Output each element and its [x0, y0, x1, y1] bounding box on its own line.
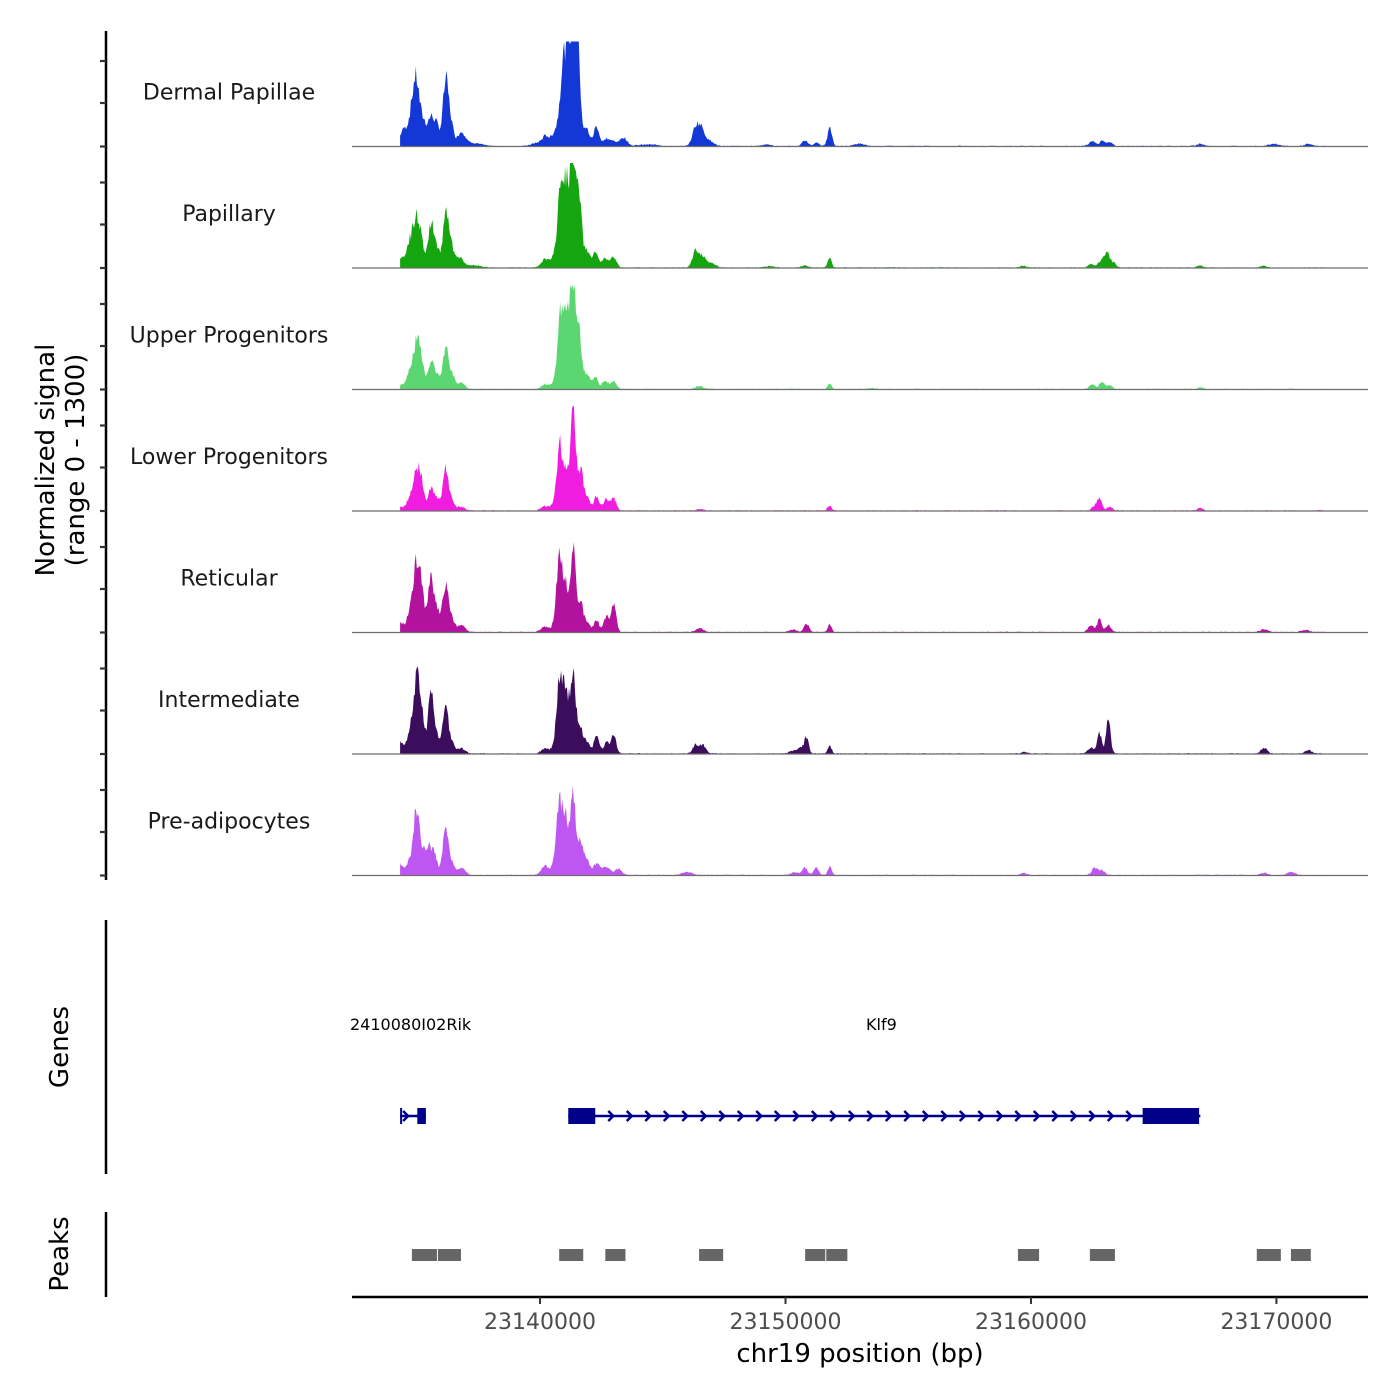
y-axis-title: Normalized signal (range 0 - 1300): [31, 344, 91, 577]
signal-area-lower-progenitors: [400, 406, 1326, 511]
peak-region: [411, 1249, 437, 1261]
peak-region: [559, 1249, 584, 1261]
strand-arrow-icon: [1125, 1110, 1134, 1122]
peak-region: [1089, 1249, 1115, 1261]
peak-region: [605, 1249, 626, 1261]
x-tick-label: 23140000: [484, 1310, 596, 1335]
strand-arrow-icon: [644, 1110, 653, 1122]
signal-area-pre-adipocytes: [400, 785, 1326, 876]
track-lower-progenitors: Lower Progenitors: [130, 406, 1368, 512]
peak-region: [1290, 1249, 1311, 1261]
genes-track-title: Genes: [45, 1006, 75, 1088]
strand-arrow-icon: [755, 1110, 764, 1122]
peak-region: [1256, 1249, 1281, 1261]
strand-arrow-icon: [699, 1110, 708, 1122]
gene-exon: [1142, 1108, 1200, 1124]
strand-arrow-icon: [884, 1110, 893, 1122]
signal-area-papillary: [400, 163, 1326, 268]
x-axis-ticks: 23140000 23150000 23160000 23170000: [484, 1297, 1332, 1335]
peaks-track-title: Peaks: [45, 1216, 75, 1291]
strand-arrow-icon: [940, 1110, 949, 1122]
strand-arrow-icon: [773, 1110, 782, 1122]
strand-arrow-icon: [1014, 1110, 1023, 1122]
gene-label: Klf9: [866, 1015, 897, 1034]
track-label: Pre-adipocytes: [148, 810, 311, 835]
strand-arrow-icon: [736, 1110, 745, 1122]
gene-2410080i02rik: 2410080I02Rik: [350, 1015, 472, 1124]
strand-arrow-icon: [866, 1110, 875, 1122]
track-papillary: Papillary: [182, 163, 1368, 269]
track-intermediate: Intermediate: [158, 666, 1368, 755]
signal-area-dermal-papillae: [400, 41, 1326, 147]
peak-region: [1017, 1249, 1040, 1261]
gene-klf9: Klf9: [568, 1015, 1201, 1124]
x-tick-label: 23170000: [1220, 1310, 1332, 1335]
track-label: Upper Progenitors: [130, 324, 329, 349]
strand-arrow-icon: [1106, 1110, 1115, 1122]
strand-arrow-icon: [810, 1110, 819, 1122]
x-tick-label: 23160000: [975, 1310, 1087, 1335]
track-label: Intermediate: [158, 688, 300, 713]
strand-arrow-icon: [607, 1110, 616, 1122]
y-axis-title-line-1: Normalized signal: [31, 344, 61, 577]
strand-arrow-icon: [977, 1110, 986, 1122]
gene-exon: [568, 1108, 596, 1124]
genes-track: Genes 2410080I02Rik Klf9: [45, 920, 1201, 1174]
signal-area-intermediate: [400, 666, 1326, 754]
strand-arrow-icon: [995, 1110, 1004, 1122]
y-axis-title-line-2: (range 0 - 1300): [61, 354, 91, 567]
peaks-track: Peaks: [45, 1212, 1311, 1297]
strand-arrow-icon: [402, 1110, 410, 1122]
x-tick-label: 23150000: [730, 1310, 842, 1335]
track-upper-progenitors: Upper Progenitors: [130, 284, 1368, 391]
strand-arrow-icon: [718, 1110, 727, 1122]
track-dermal-papillae: Dermal Papillae: [143, 41, 1368, 148]
strand-arrow-icon: [958, 1110, 967, 1122]
strand-arrow-icon: [829, 1110, 838, 1122]
signal-tracks: Dermal Papillae Papillary Upper Progenitor…: [130, 41, 1368, 877]
strand-arrow-icon: [1088, 1110, 1097, 1122]
track-pre-adipocytes: Pre-adipocytes: [148, 785, 1368, 877]
strand-arrow-icon: [1069, 1110, 1078, 1122]
strand-arrow-icon: [1051, 1110, 1060, 1122]
gene-exon: [417, 1108, 426, 1124]
signal-area-reticular: [400, 542, 1326, 633]
peak-region: [699, 1249, 724, 1261]
track-label: Lower Progenitors: [130, 445, 328, 470]
peak-region: [826, 1249, 848, 1261]
track-label: Papillary: [182, 202, 276, 227]
strand-arrow-icon: [903, 1110, 912, 1122]
strand-arrow-icon: [1032, 1110, 1041, 1122]
track-label: Dermal Papillae: [143, 81, 315, 106]
strand-arrow-icon: [681, 1110, 690, 1122]
signal-y-axis-ticks: [100, 59, 106, 877]
track-reticular: Reticular: [180, 542, 1368, 634]
peak-region: [437, 1249, 461, 1261]
strand-arrow-icon: [625, 1110, 634, 1122]
peak-region: [805, 1249, 826, 1261]
strand-arrow-icon: [662, 1110, 671, 1122]
x-axis-title: chr19 position (bp): [736, 1339, 983, 1369]
strand-arrow-icon: [792, 1110, 801, 1122]
strand-arrow-icon: [847, 1110, 856, 1122]
strand-arrow-icon: [921, 1110, 930, 1122]
signal-area-upper-progenitors: [400, 284, 1326, 390]
track-label: Reticular: [180, 567, 278, 592]
gene-label: 2410080I02Rik: [350, 1015, 472, 1034]
gene-exon: [400, 1108, 403, 1124]
